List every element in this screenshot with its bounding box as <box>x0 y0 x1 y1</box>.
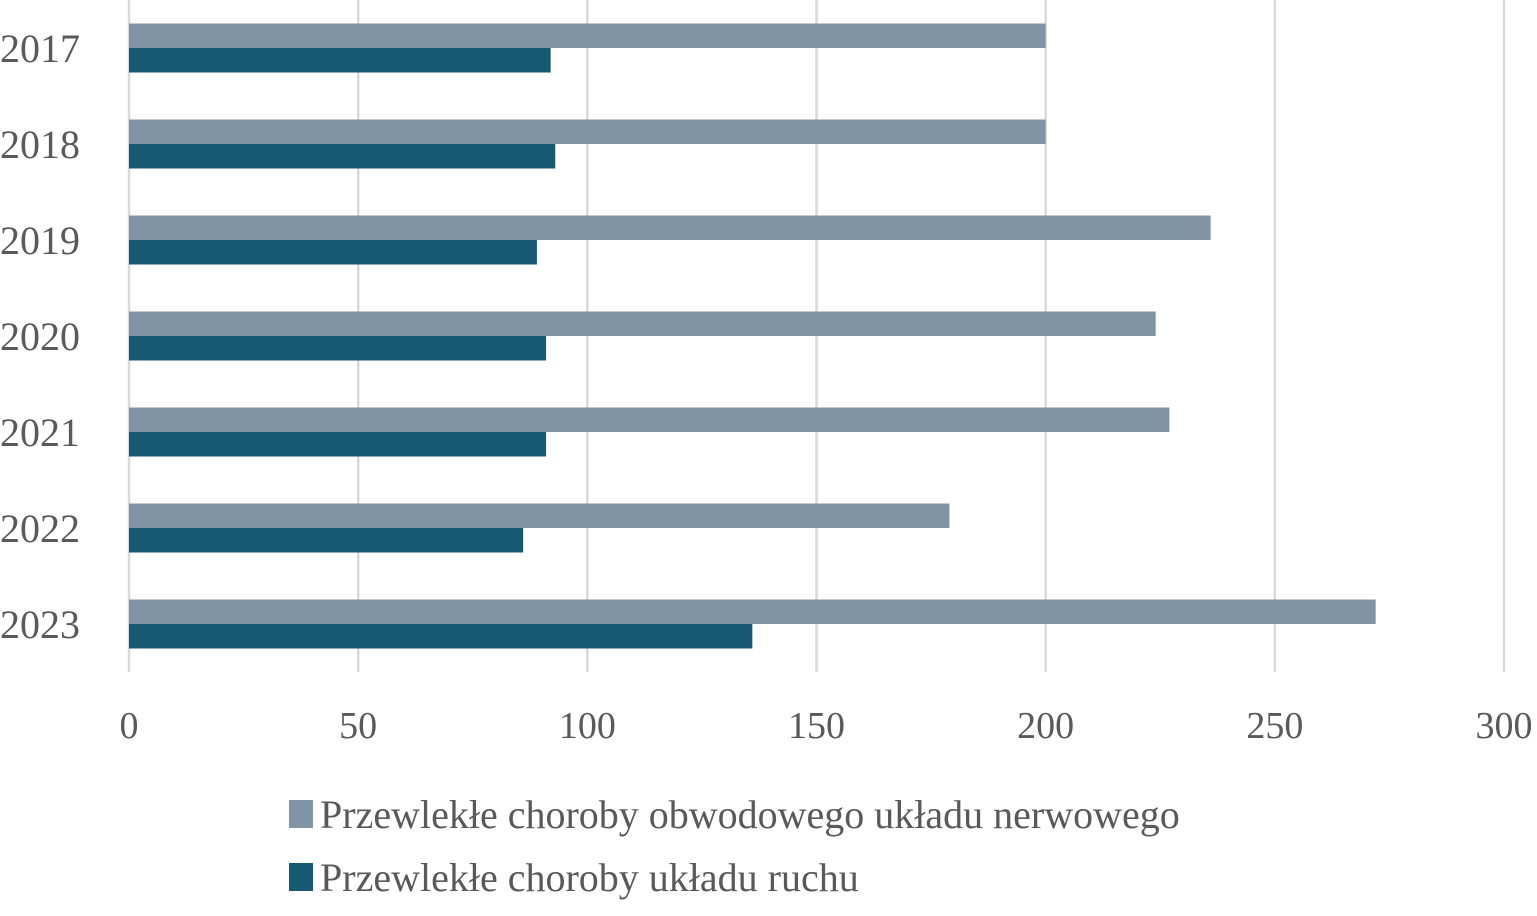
bar-2017-series-1 <box>129 48 551 73</box>
bar-2018-series-0 <box>129 119 1046 144</box>
y-category-label: 2021 <box>0 410 80 455</box>
bar-2019-series-1 <box>129 240 537 265</box>
bar-2019-series-0 <box>129 215 1211 240</box>
y-axis-labels: 2017 2018 2019 2020 2021 2022 2023 <box>0 26 80 647</box>
x-tick-label: 50 <box>339 705 377 747</box>
bar-2021-series-1 <box>129 432 547 457</box>
bar-2022-series-0 <box>129 503 950 528</box>
x-tick-label: 200 <box>1017 705 1074 747</box>
y-category-label: 2019 <box>0 218 80 263</box>
y-category-label: 2018 <box>0 122 80 167</box>
bar-2020-series-1 <box>129 336 547 361</box>
bar-2020-series-0 <box>129 311 1156 336</box>
legend-label-1: Przewlekłe choroby układu ruchu <box>320 855 859 900</box>
y-category-label: 2023 <box>0 602 80 647</box>
bar-2017-series-0 <box>129 23 1046 48</box>
y-category-label: 2020 <box>0 314 80 359</box>
legend: Przewlekłe choroby obwodowego układu ner… <box>289 792 1180 900</box>
x-tick-label: 100 <box>559 705 616 747</box>
legend-label-0: Przewlekłe choroby obwodowego układu ner… <box>320 792 1180 837</box>
legend-swatch-0 <box>289 800 313 828</box>
bar-2023-series-0 <box>129 599 1376 624</box>
y-category-label: 2022 <box>0 506 80 551</box>
bar-2022-series-1 <box>129 528 524 553</box>
y-category-label: 2017 <box>0 26 80 71</box>
legend-swatch-1 <box>289 863 313 891</box>
x-tick-label: 250 <box>1246 705 1303 747</box>
x-tick-label: 150 <box>788 705 845 747</box>
bars <box>129 23 1376 649</box>
bar-2023-series-1 <box>129 624 753 649</box>
x-tick-label: 300 <box>1476 705 1533 747</box>
bar-2021-series-0 <box>129 407 1170 432</box>
x-tick-label: 0 <box>120 705 139 747</box>
x-axis-labels: 0 50 100 150 200 250 300 <box>120 705 1533 747</box>
bar-2018-series-1 <box>129 144 556 169</box>
